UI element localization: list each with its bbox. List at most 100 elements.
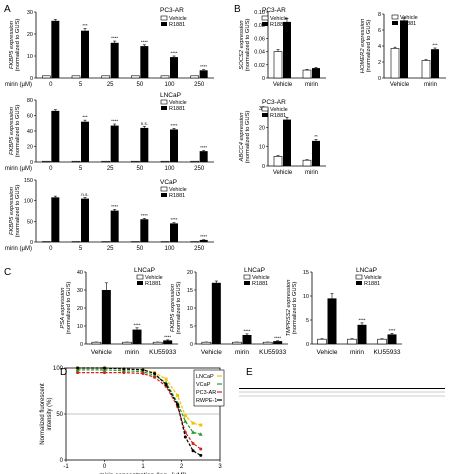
y-axis-label: FKBP5 expression xyxy=(9,187,15,235)
legend-label: R1881 xyxy=(169,22,185,28)
data-point xyxy=(76,371,80,375)
legend-swatch-vehicle xyxy=(261,106,269,112)
data-point xyxy=(191,441,195,445)
bar-vehicle xyxy=(201,341,212,345)
bar-vehicle xyxy=(71,160,81,163)
y-axis-label: Normalized fluorescent xyxy=(40,383,46,445)
legend-swatch-r1881 xyxy=(356,281,362,285)
table-cell xyxy=(239,395,342,397)
bar-vehicle xyxy=(131,160,140,163)
y-axis-label: (normalized to GUS) xyxy=(292,282,298,335)
bar-r1881 xyxy=(101,290,111,344)
bar-r1881 xyxy=(312,68,320,78)
data-point xyxy=(176,403,180,407)
bar-r1881 xyxy=(283,21,291,78)
x-tick-label: 0 xyxy=(49,166,53,172)
y-tick-label: 0.04 xyxy=(254,50,265,56)
bar-vehicle xyxy=(160,160,170,163)
series-line xyxy=(77,372,202,450)
cell-line-label: LNCaP xyxy=(244,267,265,274)
legend-swatch-r1881 xyxy=(161,193,167,197)
x-tick-label: mirin xyxy=(305,82,318,88)
bar-r1881 xyxy=(170,57,178,78)
x-tick-label: 50 xyxy=(136,82,143,88)
legend-swatch-vehicle xyxy=(355,274,363,280)
bar-vehicle xyxy=(160,75,170,79)
significance-label: **** xyxy=(200,64,207,69)
data-point xyxy=(122,367,126,371)
significance-label: n.s. xyxy=(141,121,148,126)
y-tick-label: 0.06 xyxy=(254,36,265,42)
y-tick-label: 0.08 xyxy=(254,23,265,29)
bar-r1881 xyxy=(81,198,89,242)
y-axis-label: FKBP5 expression xyxy=(9,107,15,155)
x-tick-label: 250 xyxy=(194,246,205,252)
bar-r1881 xyxy=(110,42,119,78)
y-tick-label: 10 xyxy=(303,294,309,300)
bar-vehicle xyxy=(232,341,242,345)
x-tick-label: 100 xyxy=(164,166,175,172)
y-tick-label: 60 xyxy=(27,114,33,120)
y-tick-label: 20 xyxy=(27,145,33,151)
series-line xyxy=(77,367,202,456)
legend-label: VCaP xyxy=(196,382,211,388)
bar-vehicle xyxy=(347,338,357,345)
legend-label: Vehicle xyxy=(364,275,382,281)
data-point xyxy=(103,371,106,375)
legend-swatch-vehicle xyxy=(160,186,168,192)
significance-label: **** xyxy=(170,217,177,222)
x-tick-label: mirin xyxy=(350,349,364,356)
legend-label: Vehicle xyxy=(270,107,288,113)
y-axis-label: SOCS2 expression xyxy=(239,20,245,69)
significance-label: ** xyxy=(314,134,318,139)
y-axis-label: FKBP5 expression xyxy=(9,21,15,69)
significance-label: **** xyxy=(141,213,148,218)
bar-vehicle xyxy=(302,159,312,167)
data-point xyxy=(153,375,157,379)
table-cell xyxy=(342,391,445,393)
table-cell xyxy=(342,395,445,397)
bar-vehicle xyxy=(302,69,312,79)
legend-label: R1881 xyxy=(169,193,185,199)
panel-letter: B xyxy=(234,4,241,15)
bar-r1881 xyxy=(400,20,408,78)
bar-r1881 xyxy=(211,282,221,344)
legend-label: R1881 xyxy=(400,21,416,27)
y-tick-label: 150 xyxy=(24,178,33,184)
x-tick-label: 50 xyxy=(136,246,143,252)
bar-r1881 xyxy=(283,119,291,166)
panel-letter: E xyxy=(246,367,253,378)
y-tick-label: 20 xyxy=(27,32,33,38)
y-tick-label: 10 xyxy=(27,54,33,60)
y-tick-label: 10 xyxy=(77,324,83,330)
table-header-cell-line xyxy=(239,386,342,389)
legend-label: Vehicle xyxy=(169,16,187,22)
data-point xyxy=(183,435,187,439)
bar-vehicle xyxy=(131,75,140,79)
data-point xyxy=(191,421,195,425)
bar-vehicle xyxy=(273,51,283,79)
cell-line-label: LNCaP xyxy=(134,267,155,274)
x-tick-label: Vehicle xyxy=(273,82,293,88)
y-tick-label: 50 xyxy=(56,412,63,418)
bar-vehicle xyxy=(152,341,163,345)
series-line xyxy=(77,369,201,435)
data-point xyxy=(153,372,157,376)
y-axis-label: (normalized to GUS) xyxy=(245,111,251,164)
y-tick-label: 40 xyxy=(77,270,83,276)
bar-vehicle xyxy=(101,75,110,79)
x-tick-label: mirin xyxy=(305,170,318,176)
x-tick-label: 25 xyxy=(107,166,114,172)
significance-label: **** xyxy=(388,328,395,333)
bar-vehicle xyxy=(42,75,51,79)
y-tick-label: 100 xyxy=(53,366,64,372)
bar-vehicle xyxy=(377,338,387,345)
legend-swatch-vehicle xyxy=(261,15,269,21)
table-row xyxy=(239,391,445,393)
data-point xyxy=(141,372,145,376)
x-tick-label: KU55933 xyxy=(259,349,286,356)
cell-line-label: PC3-AR xyxy=(160,7,184,14)
cell-line-label: PC3-AR xyxy=(262,7,286,14)
y-tick-label: 10 xyxy=(259,145,265,151)
x-axis-label: mirin (µM) xyxy=(5,82,32,88)
